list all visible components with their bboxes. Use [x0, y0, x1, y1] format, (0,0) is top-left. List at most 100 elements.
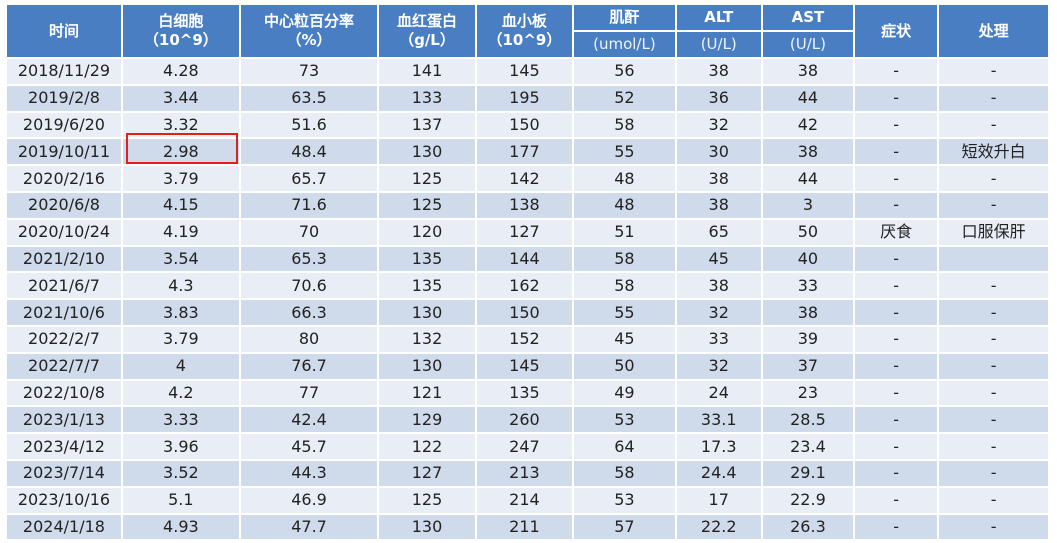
cell-neutrophil: 70 — [240, 219, 378, 245]
cell-platelet: 145 — [476, 59, 573, 84]
cell-ast: 26.3 — [762, 514, 854, 540]
cell-alt: 32 — [676, 300, 761, 325]
cell-wbc: 3.79 — [122, 166, 239, 191]
cell-platelet: 162 — [476, 273, 573, 299]
table-body: 2018/11/29 4.28 73 141 145 56 38 38- -2019/2/8 3.… — [7, 59, 1048, 540]
header-ast: AST (U/L) — [762, 5, 854, 57]
cell-creatinine: 45 — [574, 326, 675, 352]
cell-time: 2023/1/13 — [7, 407, 121, 433]
cell-ast: 50 — [762, 219, 854, 245]
table-row: 2022/2/7 3.79 80 132 152 45 33 39- - — [7, 326, 1048, 352]
cell-time: 2022/2/7 — [7, 326, 121, 352]
cell-treatment — [939, 246, 1048, 272]
header-hemoglobin: 血红蛋白 （g/L） — [379, 5, 475, 57]
cell-wbc: 3.54 — [122, 246, 239, 272]
cell-symptom: - — [855, 139, 938, 165]
cell-time: 2024/1/18 — [7, 514, 121, 540]
cell-alt: 38 — [676, 273, 761, 299]
cell-platelet: 138 — [476, 192, 573, 218]
cell-symptom: - — [855, 514, 938, 540]
cell-time: 2023/7/14 — [7, 460, 121, 486]
cell-treatment: - — [939, 192, 1048, 218]
header-time: 时间 — [7, 5, 121, 57]
cell-platelet: 142 — [476, 166, 573, 191]
cell-alt: 24.4 — [676, 460, 761, 486]
cell-wbc: 4.19 — [122, 219, 239, 245]
cell-neutrophil: 51.6 — [240, 112, 378, 138]
cell-treatment: - — [939, 434, 1048, 459]
cell-creatinine: 58 — [574, 112, 675, 138]
cell-platelet: 214 — [476, 487, 573, 513]
lab-results-table: 时间 白细胞 （10^9） 中心粒百分率 （%） 血红蛋白 （g/L） 血小板 （10^… — [5, 3, 1050, 541]
cell-platelet: 247 — [476, 434, 573, 459]
cell-ast: 40 — [762, 246, 854, 272]
cell-neutrophil: 47.7 — [240, 514, 378, 540]
table-row: 2021/2/10 3.54 65.3 135 144 58 45 40- — [7, 246, 1048, 272]
header-alt: ALT (U/L) — [676, 5, 761, 57]
table-row: 2020/2/16 3.79 65.7 125 142 48 38 44- - — [7, 166, 1048, 191]
cell-alt: 33 — [676, 326, 761, 352]
cell-ast: 33 — [762, 273, 854, 299]
cell-symptom: - — [855, 300, 938, 325]
cell-time: 2022/10/8 — [7, 380, 121, 406]
cell-symptom: - — [855, 460, 938, 486]
cell-treatment: - — [939, 407, 1048, 433]
cell-neutrophil: 71.6 — [240, 192, 378, 218]
cell-platelet: 127 — [476, 219, 573, 245]
cell-symptom: - — [855, 273, 938, 299]
cell-time: 2021/6/7 — [7, 273, 121, 299]
cell-creatinine: 58 — [574, 460, 675, 486]
cell-neutrophil: 42.4 — [240, 407, 378, 433]
cell-time: 2019/6/20 — [7, 112, 121, 138]
cell-ast: 23 — [762, 380, 854, 406]
header-wbc: 白细胞 （10^9） — [122, 5, 239, 57]
cell-hemoglobin: 135 — [379, 273, 475, 299]
cell-platelet: 150 — [476, 112, 573, 138]
cell-hemoglobin: 137 — [379, 112, 475, 138]
table-row: 2020/10/24 4.19 70 120 127 51 65 50 厌食 口服保肝 — [7, 219, 1048, 245]
cell-creatinine: 55 — [574, 300, 675, 325]
cell-platelet: 211 — [476, 514, 573, 540]
cell-time: 2018/11/29 — [7, 59, 121, 84]
cell-platelet: 145 — [476, 353, 573, 379]
cell-creatinine: 53 — [574, 407, 675, 433]
cell-hemoglobin: 130 — [379, 300, 475, 325]
cell-treatment: - — [939, 326, 1048, 352]
cell-hemoglobin: 141 — [379, 59, 475, 84]
cell-alt: 30 — [676, 139, 761, 165]
cell-creatinine: 55 — [574, 139, 675, 165]
cell-time: 2022/7/7 — [7, 353, 121, 379]
cell-symptom: - — [855, 59, 938, 84]
cell-symptom: - — [855, 85, 938, 111]
cell-ast: 28.5 — [762, 407, 854, 433]
cell-platelet: 260 — [476, 407, 573, 433]
cell-symptom: - — [855, 407, 938, 433]
cell-treatment: - — [939, 514, 1048, 540]
cell-hemoglobin: 132 — [379, 326, 475, 352]
cell-wbc: 4.15 — [122, 192, 239, 218]
cell-wbc: 4.28 — [122, 59, 239, 84]
cell-treatment: - — [939, 273, 1048, 299]
cell-symptom: - — [855, 246, 938, 272]
cell-wbc: 5.1 — [122, 487, 239, 513]
cell-creatinine: 56 — [574, 59, 675, 84]
cell-alt: 65 — [676, 219, 761, 245]
cell-symptom: - — [855, 326, 938, 352]
table-row: 2023/7/14 3.52 44.3 127 213 58 24.4 29.1- - — [7, 460, 1048, 486]
cell-neutrophil: 63.5 — [240, 85, 378, 111]
cell-time: 2020/2/16 — [7, 166, 121, 191]
cell-treatment: 口服保肝 — [939, 219, 1048, 245]
cell-neutrophil: 76.7 — [240, 353, 378, 379]
cell-symptom: 厌食 — [855, 219, 938, 245]
cell-neutrophil: 77 — [240, 380, 378, 406]
cell-treatment: 短效升白 — [939, 139, 1048, 165]
cell-creatinine: 48 — [574, 192, 675, 218]
cell-creatinine: 57 — [574, 514, 675, 540]
cell-ast: 3 — [762, 192, 854, 218]
cell-alt: 32 — [676, 112, 761, 138]
cell-wbc: 4 — [122, 353, 239, 379]
cell-ast: 44 — [762, 85, 854, 111]
cell-treatment: - — [939, 487, 1048, 513]
table-row: 2019/10/11 2.98 48.4 130 177 55 30 38- 短效升白 — [7, 139, 1048, 165]
cell-platelet: 152 — [476, 326, 573, 352]
